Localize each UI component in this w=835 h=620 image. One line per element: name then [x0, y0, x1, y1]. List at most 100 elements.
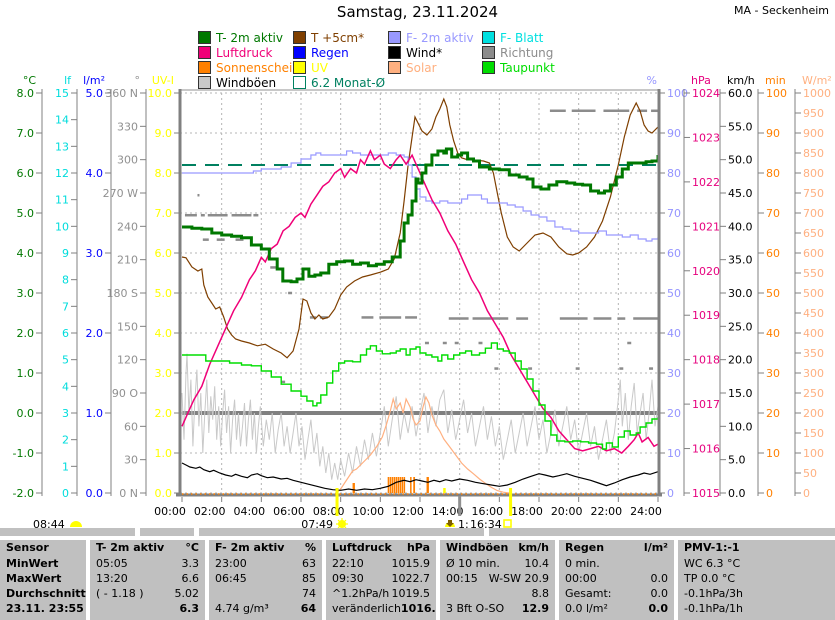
legend-checkbox-richtung[interactable]	[482, 46, 495, 59]
legend-checkbox-uv[interactable]	[293, 61, 306, 74]
axis-tick-label: 8.0	[17, 87, 35, 100]
table-row: ^1.2hPa/h 1019.5	[326, 587, 436, 602]
day-markers: 07:49 1: 16:34 08:44	[33, 488, 513, 531]
bottom-strip-segment	[489, 528, 835, 536]
axis-unit-label: W/m²	[802, 74, 832, 87]
table-row: 00:15 W-SW 20.9	[440, 572, 555, 587]
table-row: 4.74 g/m³ 64	[209, 602, 322, 617]
table-row: Regen l/m²	[559, 541, 674, 556]
axis-tick-label: 500	[803, 287, 824, 300]
legend-checkbox-luftdruck[interactable]	[198, 46, 211, 59]
table-column-title: F- 2m aktiv	[215, 541, 285, 554]
axis-tick-label: 1016	[692, 443, 720, 456]
table-cell-value: 1015.9	[391, 557, 431, 570]
table-cell-value: 12.9	[521, 602, 549, 615]
legend-item-t5cm[interactable]: T +5cm*	[293, 31, 364, 45]
table-row: ( - 1.18 ) 5.02	[90, 587, 205, 602]
axis-tick-label: 1023	[692, 131, 720, 144]
table-column-title: Windböen	[446, 541, 509, 554]
axis-tick-label: 11	[55, 194, 69, 207]
legend-item-regen[interactable]: Regen	[293, 46, 349, 60]
table-cell-label: -0.1hPa/3h	[684, 587, 743, 600]
axis-tick-label: 1017	[692, 398, 720, 411]
series-sonnenschein-bar	[403, 477, 406, 493]
series-taupunkt-line	[182, 342, 659, 450]
legend-item-luftdruck[interactable]: Luftdruck	[198, 46, 273, 60]
legend-checkbox-t5cm[interactable]	[293, 31, 306, 44]
table-row: Luftdruck hPa	[326, 541, 436, 556]
axis-tick-label: 2.0	[155, 407, 173, 420]
table-row: 6.3	[90, 602, 205, 617]
axis-tick-label: 200	[803, 407, 824, 420]
axis-tick-label: 5.0	[155, 287, 173, 300]
axis-tick-label: 60	[766, 247, 780, 260]
table-cell-label: 13:20	[96, 572, 128, 585]
table-cell-value: 63	[302, 557, 316, 570]
x-axis-label: 20:00	[551, 505, 583, 518]
legend-item-sonnenschein[interactable]: Sonnenschein	[198, 61, 300, 75]
legend-item-monat[interactable]: 6.2 Monat-Ø	[293, 76, 385, 90]
series-sonnenschein-bar	[395, 477, 398, 493]
legend-checkbox-taupunkt[interactable]	[482, 61, 495, 74]
legend-checkbox-sonnenschein[interactable]	[198, 61, 211, 74]
legend-checkbox-regen[interactable]	[293, 46, 306, 59]
legend-checkbox-t2m[interactable]	[198, 31, 211, 44]
axis-tick-label: 1019	[692, 309, 720, 322]
x-axis-label: 18:00	[511, 505, 543, 518]
axis-unit-label: %	[647, 74, 657, 87]
series-sonnenschein-bar	[397, 477, 400, 493]
axis-unit-label: l/m²	[83, 74, 105, 87]
axis-tick-label: 30	[667, 367, 681, 380]
axis-tick-label: 950	[803, 107, 824, 120]
axis-tick-label: 1.0	[155, 447, 173, 460]
series-luftdruck	[181, 148, 659, 454]
legend-checkbox-solar[interactable]	[388, 61, 401, 74]
summary-table: Sensor MinWert MaxWert Durchschnitt 23.11. 2…	[0, 540, 835, 620]
table-row: -0.1hPa/3h	[678, 587, 835, 602]
table-column-unit: %	[304, 541, 316, 554]
table-cell-label: 22:10	[332, 557, 364, 570]
moonset-arrow	[446, 520, 454, 527]
legend-item-t2m[interactable]: T- 2m aktiv	[198, 31, 283, 45]
table-row: 00:00 0.0	[559, 572, 674, 587]
sunset-time: 16:34	[470, 518, 502, 531]
table-row: Durchschnitt	[0, 587, 86, 602]
series-uv	[443, 488, 446, 493]
legend-item-taupunkt[interactable]: Taupunkt	[482, 61, 555, 75]
axis-tick-label: 15	[55, 87, 69, 100]
legend-item-fblatt[interactable]: F- Blatt	[482, 31, 543, 45]
axis-unit-label: °C	[23, 74, 37, 87]
axis-tick-label: 5.0	[86, 87, 104, 100]
legend-checkbox-windboeen[interactable]	[198, 76, 211, 89]
axis-tick-label: 40	[667, 327, 681, 340]
legend-checkbox-fblatt[interactable]	[482, 31, 495, 44]
series-windb-en-line	[181, 353, 659, 480]
series-sonnenschein-bar	[401, 477, 404, 493]
table-cell-label: 23:00	[215, 557, 247, 570]
table-row: 23.11. 23:55	[0, 602, 86, 617]
legend-checkbox-monat[interactable]	[293, 76, 306, 89]
legend-item-uv[interactable]: UV	[293, 61, 328, 75]
moonset-time: 1:	[458, 518, 469, 531]
axis-tick-label: 5.0	[17, 207, 35, 220]
legend-checkbox-wind[interactable]	[388, 46, 401, 59]
legend-label: Windböen	[216, 75, 277, 90]
legend-item-richtung[interactable]: Richtung	[482, 46, 553, 60]
legend-item-wind[interactable]: Wind*	[388, 46, 442, 60]
x-axis-label: 00:00	[154, 505, 186, 518]
legend: T- 2m aktiv T +5cm* F- 2m aktiv F- Blatt Luf…	[0, 0, 835, 95]
legend-item-solar[interactable]: Solar	[388, 61, 437, 75]
legend-checkbox-f2m[interactable]	[388, 31, 401, 44]
axis-tick-label: 25.0	[728, 320, 753, 333]
axis-tick-label: 0	[667, 487, 674, 500]
series-windb-en	[181, 353, 659, 480]
legend-item-f2m[interactable]: F- 2m aktiv	[388, 31, 474, 45]
table-cell-value: 8.8	[531, 587, 550, 600]
table-row: Windböen km/h	[440, 541, 555, 556]
axis-tick-label: 7.0	[17, 127, 35, 140]
table-column-luftdruck: Luftdruck hPa 22:10 1015.9 09:30 1022.7 ^1.2hP…	[326, 540, 436, 620]
x-axis-label: 06:00	[273, 505, 305, 518]
axis-tick-label: 120	[117, 354, 138, 367]
legend-item-windboeen[interactable]: Windböen	[198, 75, 277, 90]
table-cell-label: 09:30	[332, 572, 364, 585]
